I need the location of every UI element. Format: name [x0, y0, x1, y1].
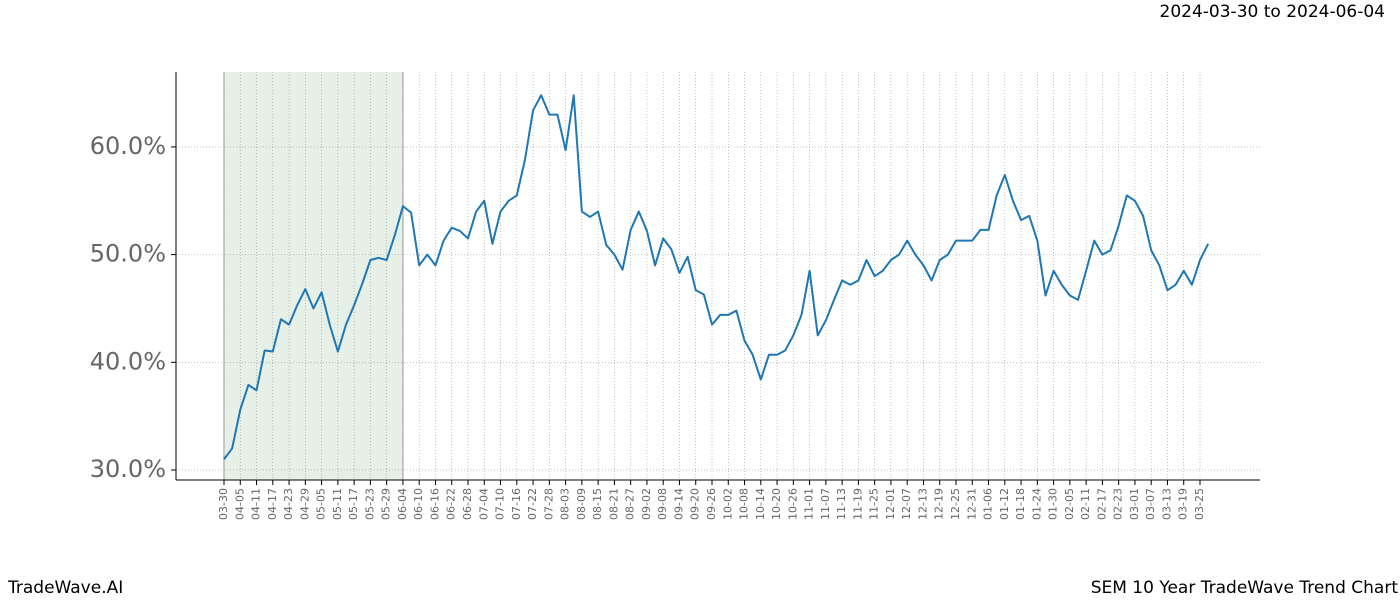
x-tick-label: 09-20: [689, 488, 702, 520]
x-tick-label: 02-11: [1079, 488, 1092, 520]
x-tick-label: 02-05: [1063, 488, 1076, 520]
x-tick-label: 06-28: [461, 488, 474, 520]
highlight-band: [224, 72, 403, 480]
x-tick-label: 04-29: [298, 488, 311, 520]
x-tick-label: 12-07: [900, 488, 913, 520]
x-tick-label: 11-07: [819, 488, 832, 520]
x-tick-label: 12-25: [949, 488, 962, 520]
x-tick-label: 07-10: [494, 488, 507, 520]
x-tick-label: 10-02: [721, 488, 734, 520]
x-tick-label: 01-24: [1030, 488, 1043, 520]
y-tick-label: 60.0%: [90, 132, 166, 160]
trend-line: [223, 94, 1210, 460]
x-tick-label: 04-17: [266, 488, 279, 520]
x-tick-label: 09-14: [672, 488, 685, 520]
x-tick-label: 10-26: [786, 488, 799, 520]
x-tick-label: 11-01: [803, 488, 816, 520]
x-tick-label: 02-17: [1095, 488, 1108, 520]
x-tick-label: 01-06: [982, 488, 995, 520]
x-tick-label: 03-25: [1193, 488, 1206, 520]
x-tick-label: 07-16: [510, 488, 523, 520]
x-tick-label: 01-12: [998, 488, 1011, 520]
x-tick-label: 01-30: [1047, 488, 1060, 520]
x-tick-label: 12-31: [965, 488, 978, 520]
x-tick-label: 08-27: [624, 488, 637, 520]
x-tick-label: 07-22: [526, 488, 539, 520]
x-tick-label: 11-19: [851, 488, 864, 520]
x-tick-label: 06-04: [396, 488, 409, 520]
x-tick-label: 05-29: [380, 488, 393, 520]
x-tick-label: 11-13: [835, 488, 848, 520]
x-tick-label: 05-11: [331, 488, 344, 520]
x-tick-label: 03-07: [1144, 488, 1157, 520]
x-tick-label: 04-23: [282, 488, 295, 520]
x-tick-label: 10-14: [754, 488, 767, 520]
y-tick-label: 50.0%: [90, 240, 166, 268]
footer-left: TradeWave.AI: [7, 578, 123, 598]
x-tick-label: 05-23: [363, 488, 376, 520]
x-tick-label: 08-15: [591, 488, 604, 520]
x-tick-label: 03-19: [1177, 488, 1190, 520]
y-tick-label: 30.0%: [90, 455, 166, 483]
x-tick-label: 07-28: [542, 488, 555, 520]
x-tick-label: 01-18: [1014, 488, 1027, 520]
x-tick-label: 05-17: [347, 488, 360, 520]
x-tick-label: 04-11: [250, 488, 263, 520]
x-tick-label: 10-20: [770, 488, 783, 520]
x-tick-label: 06-22: [445, 488, 458, 520]
x-tick-label: 11-25: [868, 488, 881, 520]
x-tick-label: 06-16: [428, 488, 441, 520]
x-tick-label: 12-19: [933, 488, 946, 520]
x-tick-label: 12-01: [884, 488, 897, 520]
x-tick-label: 03-13: [1160, 488, 1173, 520]
subtitle: 2024-03-30 to 2024-06-04: [1160, 2, 1385, 22]
x-tick-label: 02-23: [1112, 488, 1125, 520]
x-tick-label: 04-05: [233, 488, 246, 520]
x-tick-label: 08-03: [559, 488, 572, 520]
x-tick-label: 08-21: [607, 488, 620, 520]
x-tick-label: 08-09: [575, 488, 588, 520]
x-tick-label: 09-02: [640, 488, 653, 520]
x-tick-label: 07-04: [477, 488, 490, 520]
x-tick-label: 05-05: [315, 488, 328, 520]
x-tick-label: 03-01: [1128, 488, 1141, 520]
y-tick-label: 40.0%: [90, 347, 166, 375]
x-tick-label: 12-13: [916, 488, 929, 520]
x-tick-label: 03-30: [217, 488, 230, 520]
x-tick-label: 09-26: [705, 488, 718, 520]
x-tick-label: 09-08: [656, 488, 669, 520]
x-tick-label: 10-08: [738, 488, 751, 520]
x-tick-label: 06-10: [412, 488, 425, 520]
footer-right: SEM 10 Year TradeWave Trend Chart: [1091, 578, 1399, 598]
